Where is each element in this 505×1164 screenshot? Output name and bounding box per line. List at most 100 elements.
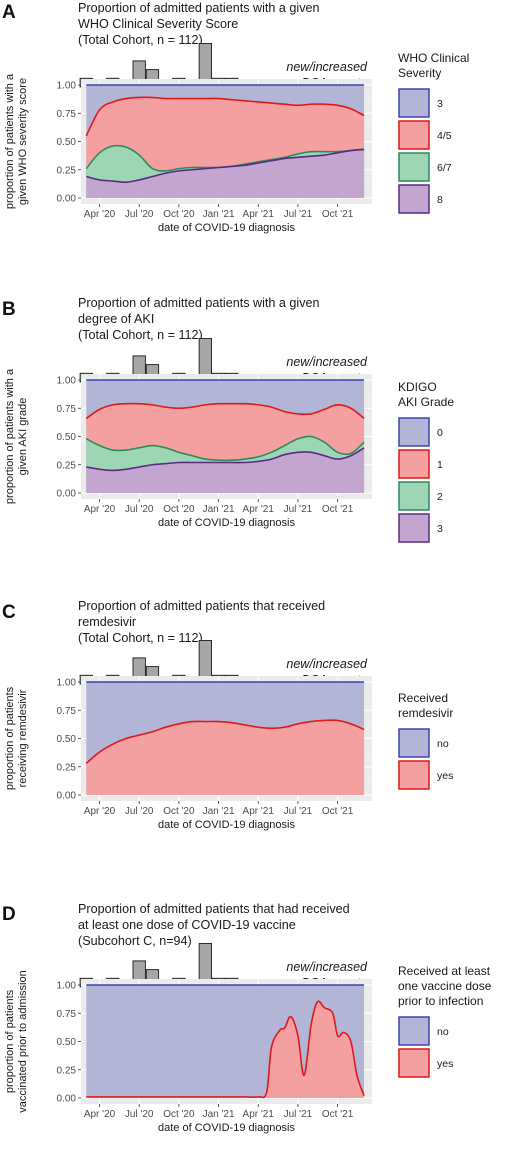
y-tick-label: 0.25 [57,165,77,176]
chart-panel-B: B Proportion of admitted patients with a … [2,296,454,543]
legend-swatch [398,760,430,790]
y-axis-label: proportion of patients [4,686,16,790]
y-axis-label: proportion of patients with a [4,73,16,209]
x-tick-label: Oct '21 [322,504,354,515]
panel-letter: C [2,602,16,623]
legend-swatch [398,152,430,182]
y-axis-label: vaccinated prior to admission [17,970,29,1112]
legend-label: 1 [437,459,443,471]
y-axis-label: receiving remdesivir [17,689,29,787]
legend-label: 0 [437,427,443,439]
chart-title: Proportion of admitted patients that rec… [78,599,325,613]
chart-title: (Total Cohort, n = 112) [78,631,203,645]
x-tick-label: Apr '20 [84,806,116,817]
y-tick-label: 0.50 [57,137,77,148]
y-tick-label: 1.00 [57,81,77,92]
legend-title: Received [398,691,448,705]
legend-label: no [437,738,449,750]
legend-swatch [398,417,430,447]
legend-title: prior to infection [398,994,483,1008]
legend-label: yes [437,770,453,782]
x-tick-label: Jan '21 [203,209,235,220]
y-tick-label: 1.00 [57,678,77,689]
x-tick-label: Oct '20 [163,504,195,515]
x-tick-label: Apr '21 [243,504,275,515]
x-tick-label: Jul '20 [125,504,154,515]
x-tick-label: Oct '20 [163,1109,195,1120]
chart-title: Proportion of admitted patients with a g… [78,1,320,15]
y-tick-label: 0.75 [57,706,77,717]
x-tick-label: Apr '20 [84,1109,116,1120]
x-axis-label: date of COVID-19 diagnosis [158,222,295,234]
x-tick-label: Apr '20 [84,209,116,220]
x-tick-label: Jul '21 [284,1109,313,1120]
legend-label: yes [437,1058,453,1070]
y-tick-label: 0.25 [57,762,77,773]
series-line-yes [86,1000,365,1099]
legend-swatch [398,728,430,758]
dsa-label: new/increased [286,355,368,369]
y-tick-label: 1.00 [57,981,77,992]
y-tick-label: 0.25 [57,460,77,471]
x-tick-label: Jul '20 [125,1109,154,1120]
y-axis-label: given WHO severity score [17,78,29,205]
panel-letter: D [2,904,16,925]
legend-swatch [398,120,430,150]
y-tick-label: 0.75 [57,404,77,415]
legend-swatch [398,1048,430,1078]
chart-title: (Total Cohort, n = 112) [78,328,203,342]
legend-swatch [398,88,430,118]
legend-swatch [398,449,430,479]
x-tick-label: Oct '20 [163,806,195,817]
x-tick-label: Jan '21 [203,806,235,817]
x-tick-label: Apr '21 [243,209,275,220]
x-tick-label: Apr '21 [243,1109,275,1120]
area-series-8 [86,149,365,198]
legend-label: 3 [437,523,443,535]
chart-title: Proportion of admitted patients with a g… [78,296,320,310]
legend-title: KDIGO [398,380,437,394]
x-axis-label: date of COVID-19 diagnosis [158,517,295,529]
legend-swatch [398,513,430,543]
chart-panel-C: C Proportion of admitted patients that re… [2,599,453,831]
dsa-label: new/increased [286,960,368,974]
legend-label: no [437,1026,449,1038]
chart-title: Proportion of admitted patients that had… [78,902,350,916]
legend-swatch [398,481,430,511]
y-tick-label: 0.75 [57,1009,77,1020]
chart-panel-D: D Proportion of admitted patients that ha… [2,902,492,1134]
chart-title: (Total Cohort, n = 112) [78,33,203,47]
legend-title: Received at least [398,964,491,978]
legend-title: Severity [398,66,441,80]
y-tick-label: 0.75 [57,109,77,120]
legend-title: AKI Grade [398,395,454,409]
series-line-4-5 [85,96,365,137]
x-tick-label: Oct '21 [322,209,354,220]
y-tick-label: 0.00 [57,791,77,802]
y-tick-label: 0.00 [57,489,77,500]
chart-title: remdesivir [78,615,136,629]
x-tick-label: Jul '21 [284,806,313,817]
legend-swatch [398,1016,430,1046]
series-line-3 [86,447,365,472]
x-tick-label: Jul '21 [284,209,313,220]
chart-title: degree of AKI [78,312,154,326]
legend-title: WHO Clinical [398,51,469,65]
x-tick-label: Jan '21 [203,504,235,515]
x-tick-label: Jul '20 [125,209,154,220]
x-axis-label: date of COVID-19 diagnosis [158,1122,295,1134]
x-tick-label: Oct '21 [322,1109,354,1120]
panel-letter: A [2,2,16,23]
x-tick-label: Jul '20 [125,806,154,817]
legend-label: 6/7 [437,162,452,174]
series-line-8 [86,148,365,184]
y-tick-label: 0.50 [57,432,77,443]
area-series-3 [86,447,365,493]
y-axis-label: proportion of patients with a [4,368,16,504]
series-line-1 [85,402,365,420]
legend-label: 8 [437,194,443,206]
chart-title: (Subcohort C, n=94) [78,934,192,948]
legend-label: 2 [437,491,443,503]
chart-panel-A: A Proportion of admitted patients with a … [2,1,469,234]
